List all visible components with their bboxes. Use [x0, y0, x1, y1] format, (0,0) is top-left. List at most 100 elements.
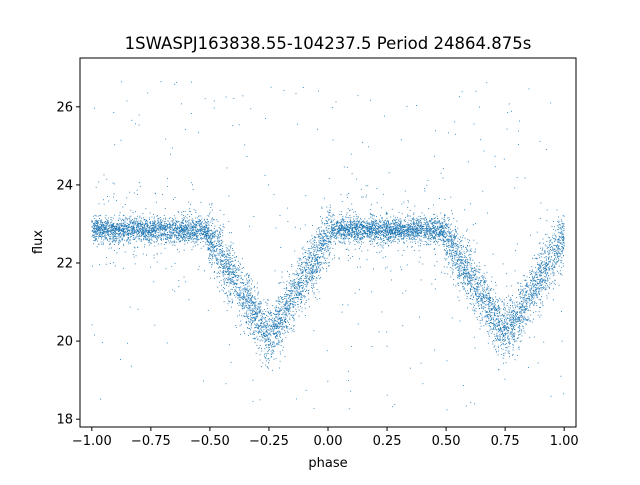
- data-point: [127, 227, 129, 229]
- data-point: [526, 300, 528, 302]
- data-point: [315, 271, 317, 273]
- data-point: [407, 223, 409, 225]
- data-point: [423, 228, 425, 229]
- data-point: [207, 218, 208, 220]
- data-point: [487, 316, 489, 318]
- data-point: [121, 228, 123, 229]
- data-point: [118, 234, 120, 236]
- data-point: [539, 288, 540, 290]
- data-point: [361, 226, 363, 228]
- data-point: [370, 222, 372, 224]
- data-point: [391, 241, 393, 243]
- data-point: [301, 301, 303, 302]
- data-point: [456, 259, 458, 261]
- data-point: [496, 312, 498, 314]
- data-point: [514, 336, 515, 338]
- data-point: [332, 224, 334, 226]
- data-point: [243, 293, 245, 295]
- data-point: [301, 273, 303, 274]
- data-point: [433, 248, 435, 250]
- data-point: [369, 222, 371, 224]
- data-point: [222, 246, 224, 247]
- data-point: [423, 234, 425, 236]
- data-point: [106, 232, 107, 234]
- data-point: [561, 226, 563, 228]
- data-point: [475, 251, 476, 253]
- data-point: [370, 227, 372, 229]
- data-point: [237, 315, 239, 317]
- data-point: [495, 349, 497, 350]
- data-point: [126, 232, 128, 234]
- data-point: [477, 286, 479, 288]
- data-point: [170, 237, 172, 239]
- data-point: [330, 242, 332, 244]
- data-point: [483, 150, 485, 152]
- data-point: [102, 226, 104, 228]
- data-point: [115, 226, 117, 228]
- data-point: [275, 305, 277, 307]
- data-point: [485, 311, 487, 313]
- data-point: [251, 298, 253, 300]
- data-point: [557, 239, 559, 241]
- data-point: [355, 236, 357, 238]
- data-point: [211, 218, 213, 220]
- data-point: [96, 228, 98, 230]
- data-point: [180, 224, 182, 226]
- data-point: [238, 302, 240, 303]
- data-point: [514, 187, 516, 189]
- data-point: [257, 312, 258, 314]
- data-point: [256, 287, 258, 289]
- data-point: [292, 307, 294, 308]
- data-point: [126, 197, 128, 199]
- data-point: [152, 228, 154, 230]
- data-point: [359, 258, 361, 260]
- data-point: [330, 243, 332, 245]
- data-point: [376, 232, 377, 234]
- data-point: [382, 221, 384, 223]
- data-point: [282, 326, 284, 327]
- data-point: [284, 307, 286, 309]
- data-point: [266, 304, 268, 306]
- data-point: [339, 231, 341, 233]
- data-point: [109, 227, 111, 229]
- data-point: [243, 294, 245, 296]
- data-point: [493, 328, 495, 330]
- data-point: [515, 250, 516, 252]
- data-point: [503, 158, 505, 160]
- data-point: [292, 317, 294, 318]
- data-point: [286, 288, 288, 290]
- data-point: [292, 298, 294, 300]
- data-point: [288, 308, 290, 310]
- data-point: [286, 301, 288, 303]
- data-point: [360, 227, 362, 229]
- data-point: [287, 330, 289, 332]
- data-point: [250, 333, 252, 335]
- data-point: [219, 233, 221, 235]
- data-point: [248, 320, 250, 322]
- data-point: [173, 199, 174, 201]
- data-point: [486, 312, 488, 314]
- data-point: [115, 238, 116, 240]
- data-point: [404, 221, 406, 222]
- data-point: [430, 232, 432, 234]
- data-point: [398, 223, 400, 225]
- data-point: [215, 249, 217, 251]
- data-point: [488, 290, 490, 292]
- data-point: [256, 344, 258, 346]
- data-point: [503, 316, 505, 318]
- data-point: [181, 225, 183, 226]
- data-point: [221, 255, 223, 257]
- data-point: [152, 225, 154, 227]
- data-point: [344, 235, 345, 237]
- data-point: [488, 317, 490, 319]
- data-point: [165, 239, 167, 240]
- data-point: [355, 220, 357, 222]
- data-point: [479, 268, 481, 270]
- data-point: [108, 235, 110, 236]
- data-point: [435, 235, 437, 237]
- data-point: [118, 224, 120, 226]
- data-point: [420, 233, 422, 234]
- data-point: [459, 240, 461, 242]
- data-point: [390, 231, 392, 233]
- data-point: [265, 320, 267, 322]
